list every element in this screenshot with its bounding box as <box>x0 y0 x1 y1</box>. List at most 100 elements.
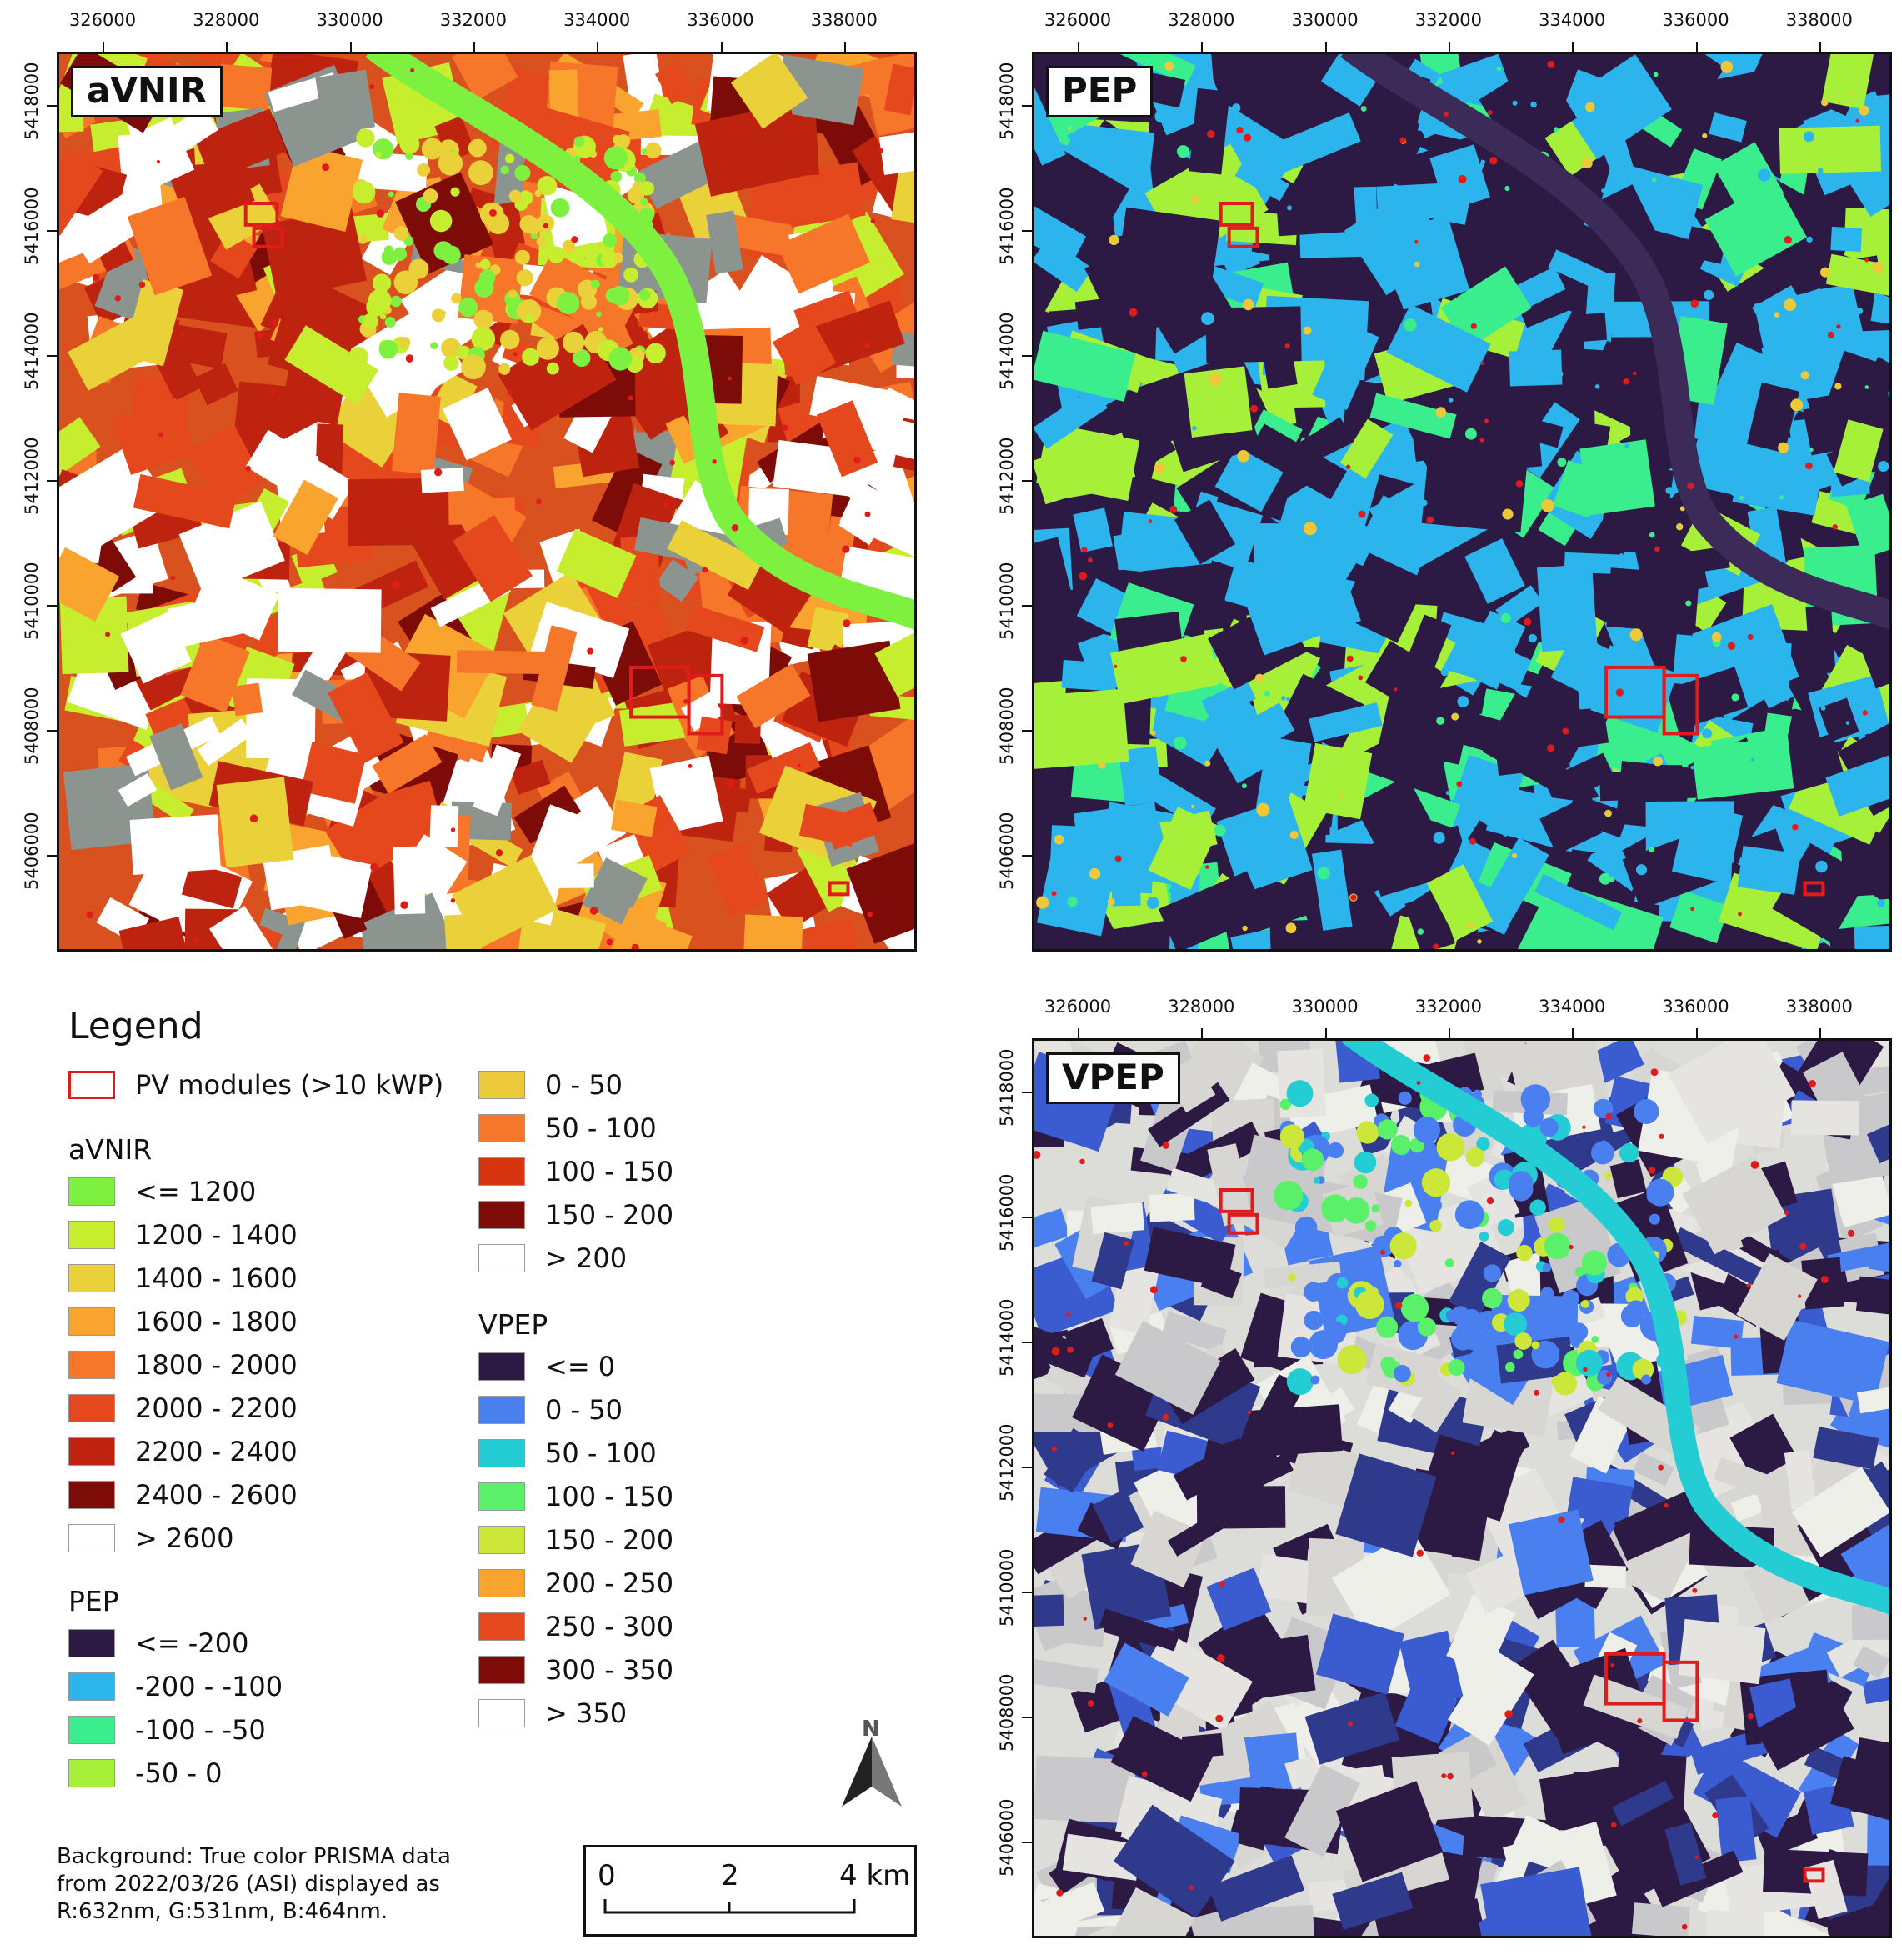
floodplain-patch <box>1626 1300 1646 1320</box>
legend-label: 0 - 50 <box>545 1069 623 1101</box>
scale-label-2: 2 <box>721 1859 739 1892</box>
legend-label: 100 - 150 <box>545 1156 674 1188</box>
pv-module-dot <box>1486 1197 1494 1205</box>
speckle <box>1150 730 1156 736</box>
legend-label: -100 - -50 <box>135 1714 266 1746</box>
field-parcel <box>149 723 203 791</box>
field-parcel <box>1159 810 1218 858</box>
field-parcel <box>839 481 914 564</box>
pv-module-dot <box>1569 1244 1574 1250</box>
pv-module-dot <box>370 862 379 872</box>
speckle <box>1146 897 1159 910</box>
legend-swatch <box>478 1396 525 1424</box>
y-tick-label: 5412000 <box>997 437 1017 515</box>
field-parcel <box>1440 266 1532 349</box>
x-tick-mark <box>1819 1028 1821 1038</box>
legend-avnir-item: 1400 - 1600 <box>68 1262 298 1295</box>
field-parcel <box>1746 382 1799 453</box>
speckle <box>1098 761 1106 769</box>
speckle <box>1528 633 1537 643</box>
y-tick-label: 5406000 <box>997 812 1017 890</box>
field-parcel <box>267 308 312 372</box>
urban-green-patch <box>353 181 376 204</box>
field-parcel <box>59 417 101 477</box>
field-parcel <box>1536 563 1598 652</box>
pv-module-dot <box>1346 655 1354 662</box>
y-tick-label: 5406000 <box>997 1798 1017 1877</box>
urban-green-patch <box>500 329 520 350</box>
legend-label: <= 0 <box>545 1351 616 1382</box>
legend-swatch <box>478 1071 525 1099</box>
field-parcel <box>1520 663 1617 745</box>
legend-vpep-item: 50 - 100 <box>478 1437 657 1470</box>
pv-module-dot <box>376 209 385 218</box>
urban-green-patch <box>451 292 462 304</box>
floodplain-patch <box>1444 1258 1454 1268</box>
pv-module-dot <box>1799 1242 1807 1250</box>
legend-label: > 200 <box>545 1242 628 1274</box>
pv-module-outline <box>1662 1660 1699 1722</box>
floodplain-patch <box>1389 1232 1417 1260</box>
floodplain-patch <box>1454 1200 1484 1230</box>
floodplain-patch <box>1531 1341 1540 1350</box>
field-parcel <box>442 388 513 461</box>
pv-module-dot <box>731 524 739 532</box>
legend-vpep-item: 0 - 50 <box>478 1393 623 1427</box>
x-tick-label: 334000 <box>1539 10 1606 30</box>
field-parcel <box>429 805 459 848</box>
legend-swatch <box>68 1264 115 1292</box>
urban-green-patch <box>603 232 618 248</box>
urban-green-patch <box>372 273 392 292</box>
pv-module-dot <box>488 208 497 217</box>
legend-label: PV modules (>10 kWP) <box>135 1069 444 1101</box>
background-credit: Background: True color PRISMA data from … <box>57 1844 451 1924</box>
field-parcel <box>1263 1261 1342 1289</box>
avnir-raster <box>59 54 914 949</box>
speckle <box>1739 495 1744 501</box>
floodplain-patch <box>1476 1137 1490 1151</box>
speckle <box>1435 407 1447 418</box>
field-parcel <box>197 718 253 767</box>
field-parcel <box>363 892 463 949</box>
field-parcel <box>59 148 103 236</box>
field-parcel <box>1110 1716 1214 1802</box>
field-parcel <box>730 54 808 129</box>
pv-module-dot <box>105 632 111 638</box>
pv-module-dot <box>495 849 503 857</box>
y-tick-mark <box>1022 730 1032 732</box>
river <box>1341 1041 1889 1616</box>
field-parcel <box>1315 1613 1405 1695</box>
floodplain-patch <box>1310 1375 1320 1385</box>
floodplain-patch <box>1390 1134 1411 1155</box>
pv-module-dot <box>1479 438 1484 442</box>
x-tick-mark <box>1819 42 1821 52</box>
scale-label-0: 0 <box>598 1859 616 1892</box>
urban-green-patch <box>393 247 408 262</box>
speckle <box>1872 262 1884 273</box>
floodplain-patch <box>1356 1121 1379 1144</box>
field-parcel <box>361 152 428 192</box>
floodplain-patch <box>1591 1335 1599 1343</box>
field-parcel <box>1737 846 1800 895</box>
pv-module-dot <box>1051 1446 1058 1452</box>
urban-green-patch <box>430 342 438 350</box>
panel-title: PEP <box>1046 66 1154 118</box>
pv-module-dot <box>1083 1617 1087 1621</box>
speckle <box>1348 70 1358 80</box>
urban-green-patch <box>590 279 600 289</box>
speckle <box>1254 673 1264 682</box>
legend-label: 2400 - 2600 <box>135 1479 298 1511</box>
urban-green-patch <box>504 153 515 163</box>
field-parcel <box>773 54 864 126</box>
field-parcel <box>1406 614 1452 670</box>
field-parcel <box>1672 1227 1774 1292</box>
speckle <box>1702 728 1713 739</box>
y-tick-label: 5416000 <box>997 187 1017 265</box>
pv-module-dot <box>1114 664 1118 668</box>
speckle <box>1819 267 1831 278</box>
field-parcel <box>694 102 806 197</box>
speckle <box>1820 705 1826 711</box>
field-parcel <box>1275 182 1357 237</box>
floodplain-patch <box>1294 1216 1318 1239</box>
field-parcel <box>328 672 404 763</box>
